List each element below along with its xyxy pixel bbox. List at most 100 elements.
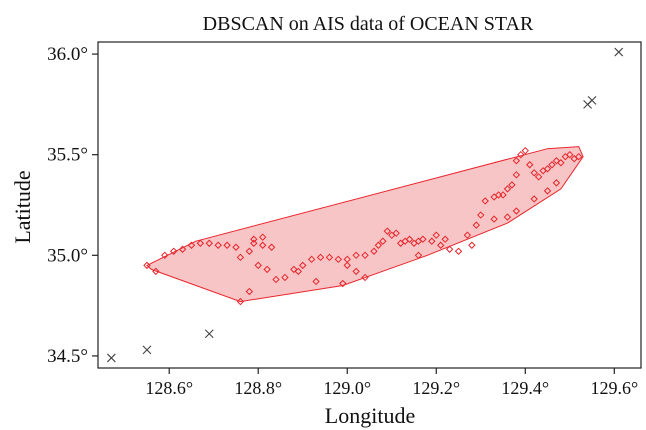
cluster-point bbox=[543, 187, 552, 195]
plot-area: 128.6° 128.8° 129.0° 129.2° 129.4° 129.6° 34.5… bbox=[47, 41, 642, 398]
cluster-point bbox=[250, 239, 258, 247]
noise-point bbox=[204, 329, 214, 339]
cluster-point bbox=[383, 227, 392, 235]
x-tick-label: 128.8° bbox=[234, 378, 282, 398]
cluster-point bbox=[499, 191, 507, 199]
cluster-point bbox=[566, 150, 574, 159]
cluster-hull bbox=[146, 146, 584, 303]
cluster-point bbox=[490, 215, 498, 223]
cluster-point bbox=[316, 253, 325, 262]
cluster-point bbox=[463, 231, 472, 239]
cluster-point bbox=[205, 239, 213, 247]
cluster-point bbox=[405, 235, 414, 243]
cluster-point bbox=[437, 241, 445, 249]
cluster-point bbox=[428, 237, 436, 245]
cluster-point bbox=[445, 245, 454, 253]
y-tick-label: 35.5° bbox=[47, 145, 88, 166]
cluster-point bbox=[557, 159, 565, 167]
y-tick-label: 36.0° bbox=[47, 44, 88, 65]
cluster-point bbox=[236, 297, 245, 306]
cluster-point bbox=[361, 251, 369, 260]
cluster-point bbox=[343, 255, 351, 264]
noise-point bbox=[614, 47, 624, 57]
cluster-point bbox=[245, 287, 254, 296]
cluster-point bbox=[334, 255, 343, 264]
cluster-point bbox=[521, 146, 529, 155]
cluster-point bbox=[477, 211, 485, 219]
cluster-point bbox=[281, 273, 289, 282]
cluster-point bbox=[299, 261, 307, 270]
cluster-point bbox=[258, 241, 267, 249]
cluster-point bbox=[512, 171, 521, 179]
y-axis-label: Latitude bbox=[10, 170, 35, 243]
y-tick-label: 34.5° bbox=[47, 346, 88, 367]
cluster-point bbox=[432, 231, 440, 239]
noise-point bbox=[587, 95, 597, 105]
cluster-point bbox=[258, 233, 267, 241]
cluster-point bbox=[454, 247, 463, 255]
cluster-point bbox=[379, 237, 387, 245]
cluster-point bbox=[419, 235, 427, 243]
cluster-point bbox=[196, 239, 205, 247]
cluster-point bbox=[530, 169, 538, 177]
x-tick-label: 129.4° bbox=[501, 378, 549, 398]
cluster-point bbox=[178, 245, 187, 253]
cluster-point bbox=[472, 221, 481, 229]
cluster-point bbox=[169, 247, 178, 255]
y-tick-label: 35.0° bbox=[47, 245, 88, 266]
cluster-point bbox=[307, 255, 316, 264]
cluster-point bbox=[161, 251, 169, 260]
cluster-point bbox=[352, 267, 360, 276]
plot-frame bbox=[97, 41, 642, 369]
x-tick-label: 129.0° bbox=[323, 378, 371, 398]
x-tick-label: 129.2° bbox=[412, 378, 460, 398]
cluster-point bbox=[187, 241, 196, 249]
cluster-point bbox=[290, 265, 298, 274]
cluster-point bbox=[223, 241, 231, 249]
cluster-point bbox=[352, 251, 360, 260]
cluster-point bbox=[250, 235, 258, 243]
chart-title: DBSCAN on AIS data of OCEAN STAR bbox=[203, 13, 534, 35]
cluster-point bbox=[503, 213, 512, 221]
cluster-point bbox=[543, 165, 552, 173]
cluster-point bbox=[552, 157, 561, 165]
cluster-point bbox=[245, 247, 254, 255]
cluster-point bbox=[414, 251, 423, 260]
cluster-point bbox=[143, 261, 151, 270]
cluster-point bbox=[236, 253, 245, 262]
cluster-point bbox=[339, 279, 347, 288]
cluster-point bbox=[512, 207, 521, 215]
cluster-point bbox=[361, 273, 369, 282]
x-tick-label: 128.6° bbox=[145, 378, 193, 398]
cluster-point bbox=[517, 150, 525, 159]
cluster-point bbox=[512, 157, 521, 165]
cluster-point bbox=[468, 241, 476, 249]
cluster-point bbox=[534, 173, 543, 181]
cluster-point bbox=[232, 243, 240, 251]
noise-point bbox=[106, 353, 116, 363]
cluster-point bbox=[530, 195, 538, 203]
cluster-point bbox=[374, 241, 383, 249]
cluster-point bbox=[152, 267, 160, 276]
cluster-point bbox=[272, 275, 280, 284]
cluster-point bbox=[214, 241, 222, 249]
cluster-point bbox=[312, 277, 320, 286]
cluster-point bbox=[574, 152, 583, 161]
cluster-point bbox=[481, 197, 489, 205]
cluster-point bbox=[503, 185, 512, 193]
cluster-point bbox=[392, 229, 400, 237]
cluster-point bbox=[526, 161, 534, 169]
cluster-point bbox=[548, 161, 556, 169]
cluster-point bbox=[343, 261, 351, 270]
cluster-point bbox=[552, 179, 561, 187]
cluster-point bbox=[325, 253, 334, 262]
cluster-point bbox=[254, 261, 262, 270]
x-tick-label: 129.6° bbox=[590, 378, 638, 398]
cluster-point bbox=[263, 265, 271, 274]
x-axis-label: Longitude bbox=[325, 403, 415, 428]
cluster-point bbox=[267, 243, 276, 251]
cluster-point bbox=[441, 235, 449, 243]
noise-point bbox=[142, 345, 152, 355]
cluster-point bbox=[370, 247, 378, 255]
